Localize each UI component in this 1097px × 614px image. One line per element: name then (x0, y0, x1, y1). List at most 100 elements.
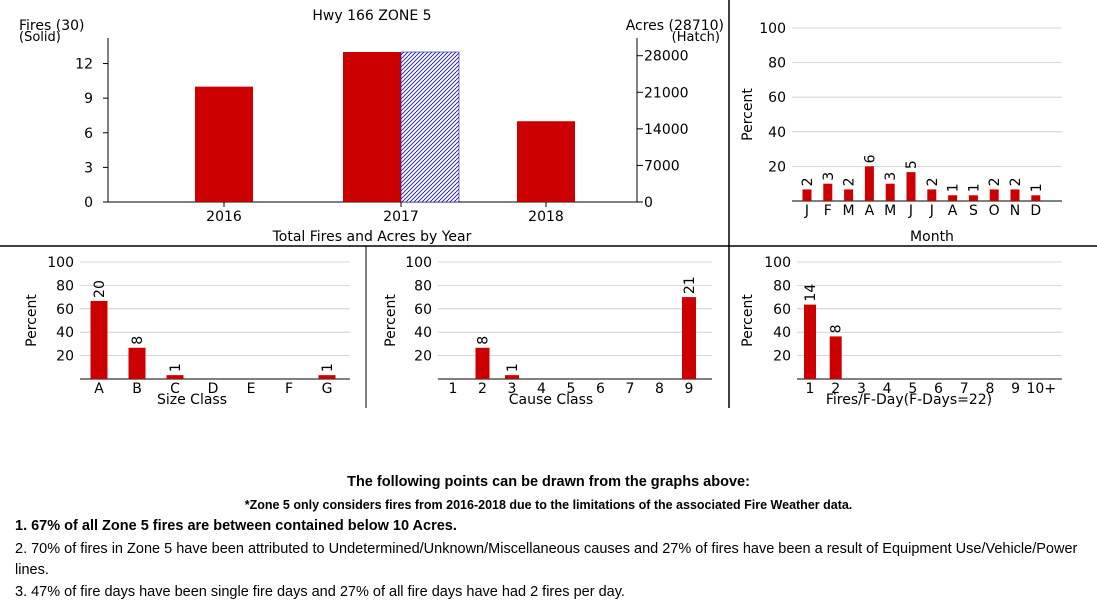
x-axis-label: Month (910, 229, 954, 245)
x-tick-label: 1 (449, 381, 458, 397)
y-tick-label: 20 (768, 159, 786, 175)
right-y-tick-label: 28000 (644, 49, 689, 65)
bar (166, 375, 184, 379)
bar (1031, 195, 1041, 201)
y-tick-label: 100 (47, 255, 74, 271)
chart-month: 20 40 60 80 100 Percent J 2 F 3 M 2 A 6 M 3 J 5 J 2 A 1 S 1 O 2 N 2… (740, 21, 1062, 245)
x-tick-label: 9 (1011, 381, 1020, 397)
x-tick-label: 8 (655, 381, 664, 397)
x-axis-label: Size Class (157, 392, 227, 408)
bar-fires (343, 52, 401, 202)
notes-subheading: *Zone 5 only considers fires from 2016-2… (244, 498, 853, 512)
bar-acres (400, 51, 460, 203)
y-tick-label: 40 (56, 325, 74, 341)
bar (682, 297, 696, 379)
x-axis-label: Fires/F-Day(F-Days=22) (826, 392, 992, 408)
x-tick-label: 6 (596, 381, 605, 397)
bar-data-label: 1 (946, 183, 962, 192)
chart-title: Hwy 166 ZONE 5 (312, 8, 431, 24)
y-tick-label: 40 (414, 325, 432, 341)
chart-cause-class: 20 40 60 80 100 Percent 1 2 8 3 1 4 5 6 7 8 9 21 Cause Cla… (383, 255, 712, 408)
bar (128, 347, 146, 379)
bar (829, 336, 842, 379)
right-y-tick-label: 14000 (644, 122, 689, 138)
x-tick-label: 5 (567, 381, 576, 397)
x-tick-label: 2016 (206, 209, 242, 225)
x-tick-label: 8 (985, 381, 994, 397)
bar (906, 172, 916, 201)
y-tick-label: 20 (56, 349, 74, 365)
x-tick-label: 2018 (528, 209, 564, 225)
bar-data-label: 21 (682, 276, 698, 294)
y-tick-label: 60 (768, 90, 786, 106)
bar (1010, 189, 1020, 201)
bar-data-label: 2 (987, 177, 1003, 186)
x-tick-label: D (208, 381, 219, 397)
x-tick-label: 3 (857, 381, 866, 397)
x-tick-label: 2 (831, 381, 840, 397)
x-tick-label: A (865, 203, 875, 219)
x-tick-label: 9 (685, 381, 694, 397)
bar-data-label: 14 (803, 284, 819, 302)
bar-data-label: 3 (883, 172, 899, 181)
bar-data-label: 6 (862, 154, 878, 163)
y-axis-label: Percent (740, 294, 756, 347)
y-tick-label: 20 (773, 349, 791, 365)
x-tick-label: N (1010, 203, 1020, 219)
bar-data-label: 3 (821, 172, 837, 181)
x-tick-label: C (170, 381, 180, 397)
bar-data-label: 1 (320, 363, 336, 372)
right-axis-label-line2: (Hatch) (672, 30, 720, 45)
x-tick-label: J (804, 203, 809, 219)
left-axis-label-line1: Fires (30) (19, 18, 84, 34)
chart-size-class: 20 40 60 80 100 Percent A 20 B 8 C 1 D E F G 1 Size Class (24, 255, 350, 408)
right-y-tick-label: 0 (644, 195, 653, 211)
y-tick-label: 20 (414, 349, 432, 365)
left-y-tick-label: 3 (84, 160, 93, 176)
bar (989, 189, 999, 201)
notes-heading: The following points can be drawn from t… (347, 474, 750, 490)
x-tick-label: O (989, 203, 1000, 219)
left-axis-label-line2: (Solid) (19, 30, 61, 45)
y-tick-label: 40 (768, 125, 786, 141)
left-y-tick-label: 12 (75, 57, 93, 73)
x-tick-label: 3 (508, 381, 517, 397)
x-tick-label: 6 (934, 381, 943, 397)
y-tick-label: 80 (773, 278, 791, 294)
x-tick-label: 2 (478, 381, 487, 397)
bar-data-label: 8 (130, 336, 146, 345)
x-tick-label: 7 (960, 381, 969, 397)
x-tick-label: 1 (806, 381, 815, 397)
bar (948, 195, 958, 201)
bar-data-label: 8 (476, 336, 492, 345)
y-tick-label: 60 (773, 302, 791, 318)
bar-data-label: 1 (168, 363, 184, 372)
x-axis-label: Cause Class (509, 392, 593, 408)
y-tick-label: 80 (56, 278, 74, 294)
right-axis-label-line1: Acres (28710) (626, 18, 724, 34)
x-tick-label: S (969, 203, 978, 219)
x-tick-label: B (132, 381, 142, 397)
note-point-3: 3. 47% of fire days have been single fir… (15, 584, 625, 600)
x-tick-label: 5 (908, 381, 917, 397)
left-y-tick-label: 9 (84, 91, 93, 107)
y-tick-label: 80 (768, 56, 786, 72)
note-point-2: 2. 70% of fires in Zone 5 have been attr… (15, 541, 1078, 578)
x-tick-label: M (843, 203, 855, 219)
y-axis-label: Percent (383, 294, 399, 347)
bar-fires (195, 86, 253, 202)
x-tick-label: 2017 (383, 209, 419, 225)
bar-data-label: 1 (505, 363, 521, 372)
x-tick-label: 4 (537, 381, 546, 397)
x-tick-label: J (929, 203, 934, 219)
bar-data-label: 2 (1008, 177, 1024, 186)
bar-fires (517, 121, 575, 202)
right-y-tick-label: 21000 (644, 85, 689, 101)
bar (927, 189, 937, 201)
charts-panel: Hwy 166 ZONE 5 Fires (30)(Solid) Acres (28… (0, 0, 1097, 408)
bar (823, 183, 833, 201)
right-y-tick-label: 7000 (644, 158, 680, 174)
bar-data-label: 1 (1029, 183, 1045, 192)
x-tick-label: M (884, 203, 896, 219)
